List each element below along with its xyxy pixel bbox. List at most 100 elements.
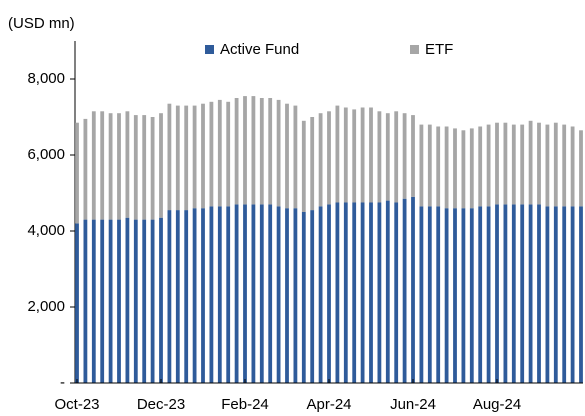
bar bbox=[343, 107, 348, 203]
bar bbox=[310, 210, 315, 383]
bar bbox=[453, 128, 457, 209]
bar bbox=[268, 204, 273, 383]
bar bbox=[293, 208, 298, 383]
bar bbox=[411, 115, 415, 197]
bar bbox=[343, 202, 348, 383]
bar bbox=[537, 122, 541, 205]
bar bbox=[75, 122, 79, 224]
bar bbox=[150, 219, 155, 383]
bar bbox=[327, 204, 331, 383]
bar bbox=[352, 109, 357, 203]
bar bbox=[310, 117, 315, 211]
bar bbox=[511, 204, 516, 383]
bar bbox=[301, 120, 306, 212]
bar bbox=[192, 105, 197, 209]
bar bbox=[243, 96, 247, 205]
bar bbox=[444, 126, 449, 209]
legend-swatch bbox=[205, 45, 214, 54]
bar bbox=[125, 217, 130, 383]
bar bbox=[579, 130, 583, 207]
bar bbox=[175, 105, 180, 211]
bar bbox=[293, 105, 298, 209]
bar bbox=[427, 124, 432, 207]
bar bbox=[201, 208, 205, 383]
bar bbox=[175, 210, 180, 383]
bar bbox=[369, 202, 373, 383]
bar bbox=[133, 115, 138, 220]
bar bbox=[553, 122, 558, 207]
y-tick-label: 2,000 bbox=[27, 298, 65, 315]
bar bbox=[436, 206, 441, 383]
bar bbox=[201, 103, 205, 209]
bar bbox=[461, 208, 466, 383]
bar bbox=[377, 111, 382, 203]
bar bbox=[142, 219, 147, 383]
bar bbox=[486, 206, 491, 383]
bar bbox=[469, 208, 474, 383]
bar bbox=[226, 206, 231, 383]
bar bbox=[495, 122, 499, 205]
bar bbox=[537, 204, 541, 383]
bar bbox=[217, 99, 222, 207]
bar bbox=[159, 217, 163, 383]
bar bbox=[478, 206, 483, 383]
bar bbox=[528, 204, 533, 383]
bar bbox=[75, 223, 79, 383]
bar bbox=[100, 219, 105, 383]
bar bbox=[419, 206, 424, 383]
bar bbox=[335, 105, 340, 203]
legend-label: ETF bbox=[425, 41, 453, 58]
bar bbox=[394, 202, 399, 383]
bar bbox=[133, 219, 138, 383]
bar bbox=[579, 206, 583, 383]
y-tick-label: 6,000 bbox=[27, 146, 65, 163]
bar bbox=[276, 206, 281, 383]
bar bbox=[285, 208, 289, 383]
bar bbox=[167, 210, 172, 383]
bar bbox=[385, 200, 390, 383]
bar bbox=[444, 208, 449, 383]
bar bbox=[503, 204, 508, 383]
bar bbox=[419, 124, 424, 207]
bar bbox=[478, 126, 483, 207]
bar bbox=[520, 124, 525, 205]
bar bbox=[125, 111, 130, 218]
bar bbox=[209, 206, 214, 383]
bar bbox=[91, 111, 96, 220]
bar bbox=[360, 202, 365, 383]
bar bbox=[226, 101, 231, 207]
x-tick-label: Apr-24 bbox=[306, 396, 351, 413]
bar bbox=[411, 196, 415, 383]
bar bbox=[327, 111, 331, 205]
bar bbox=[285, 103, 289, 209]
bar bbox=[83, 219, 88, 383]
bar bbox=[234, 98, 239, 205]
bar bbox=[511, 124, 516, 205]
bar bbox=[570, 206, 575, 383]
bar bbox=[469, 128, 474, 209]
bar bbox=[436, 126, 441, 207]
bar bbox=[251, 96, 256, 205]
bar bbox=[209, 101, 214, 207]
bar bbox=[402, 113, 407, 199]
bar bbox=[259, 98, 264, 205]
bar bbox=[369, 107, 373, 203]
y-tick-label: 8,000 bbox=[27, 70, 65, 87]
bar bbox=[276, 99, 281, 207]
bar bbox=[318, 113, 323, 207]
legend-label: Active Fund bbox=[220, 41, 299, 58]
bar bbox=[142, 115, 147, 220]
y-tick-label: - bbox=[60, 374, 65, 391]
bar bbox=[301, 212, 306, 383]
bar bbox=[150, 117, 155, 220]
bar bbox=[100, 111, 105, 220]
bar bbox=[385, 113, 390, 201]
bar bbox=[318, 206, 323, 383]
bar bbox=[159, 113, 163, 218]
bar bbox=[117, 219, 121, 383]
bar bbox=[108, 219, 113, 383]
bar bbox=[243, 204, 247, 383]
bar bbox=[259, 204, 264, 383]
bar bbox=[402, 198, 407, 383]
